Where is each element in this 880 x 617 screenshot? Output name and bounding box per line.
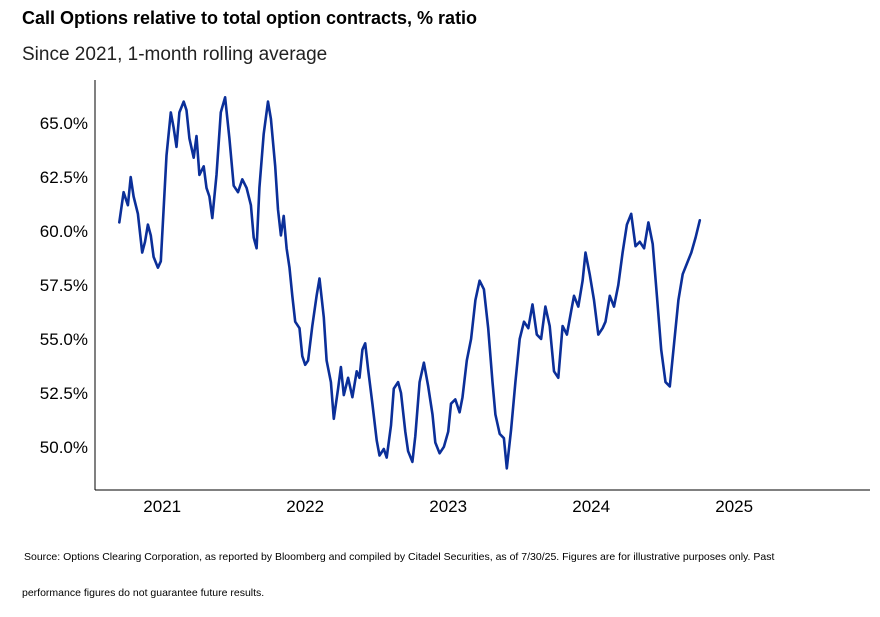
y-tick-label: 62.5% <box>40 168 88 187</box>
chart-title: Call Options relative to total option co… <box>22 8 478 28</box>
series-group <box>118 96 702 470</box>
axes <box>94 80 870 491</box>
series-line <box>118 96 702 470</box>
x-axis-ticks: 2021 2022 2023 2024 2025 <box>143 497 753 516</box>
x-tick-label: 2021 <box>143 497 181 516</box>
source-note-line-2: performance figures do not guarantee fut… <box>22 587 265 599</box>
y-tick-label: 50.0% <box>40 438 88 457</box>
y-tick-label: 52.5% <box>40 384 88 403</box>
chart-subtitle: Since 2021, 1-month rolling average <box>22 44 328 65</box>
y-tick-label: 55.0% <box>40 330 88 349</box>
y-tick-label: 60.0% <box>40 222 88 241</box>
source-note-line-1: Source: Options Clearing Corporation, as… <box>24 551 775 563</box>
y-tick-label: 57.5% <box>40 276 88 295</box>
x-tick-label: 2024 <box>572 497 610 516</box>
x-tick-label: 2022 <box>286 497 324 516</box>
y-axis-ticks: 50.0% 52.5% 55.0% 57.5% 60.0% 62.5% 65.0% <box>40 114 88 457</box>
y-tick-label: 65.0% <box>40 114 88 133</box>
x-tick-label: 2025 <box>715 497 753 516</box>
x-tick-label: 2023 <box>429 497 467 516</box>
